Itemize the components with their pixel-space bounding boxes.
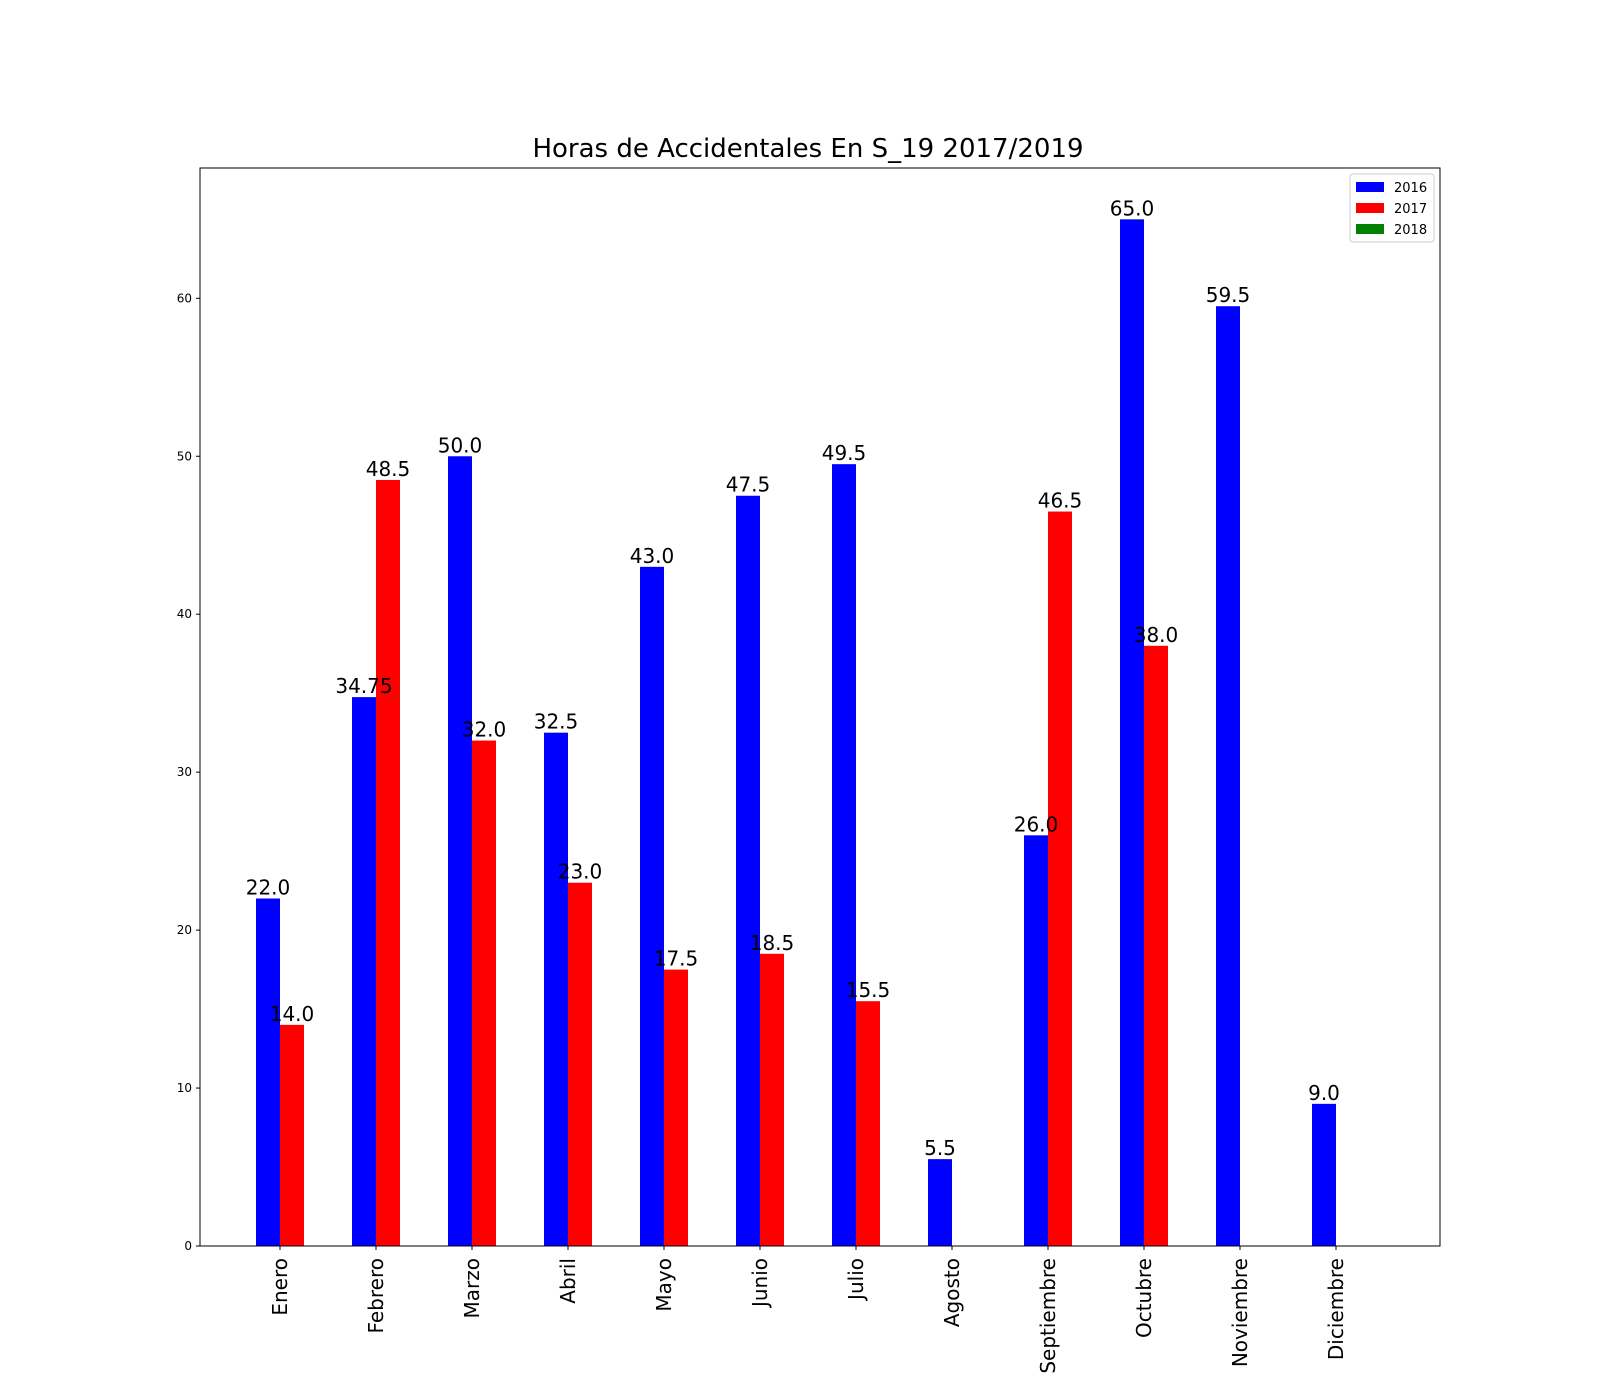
data-label-2016-marzo: 50.0 (438, 433, 483, 457)
x-tick-label-enero: Enero (268, 1258, 292, 1316)
data-label-2016-febrero: 34.75 (335, 674, 392, 698)
data-label-2016-abril: 32.5 (534, 710, 579, 734)
x-tick-label-agosto: Agosto (940, 1258, 964, 1327)
bar-2016-julio (832, 464, 856, 1247)
bar-2017-enero (280, 1024, 304, 1246)
x-tick-label-diciembre: Diciembre (1324, 1258, 1348, 1360)
bar-2016-enero (256, 898, 280, 1246)
bar-2017-abril (568, 882, 592, 1246)
x-tick-label-marzo: Marzo (460, 1258, 484, 1318)
x-tick-label-septiembre: Septiembre (1036, 1258, 1060, 1374)
bar-2017-marzo (472, 740, 496, 1246)
bar-2016-junio (736, 495, 760, 1246)
bar-2017-septiembre (1048, 511, 1072, 1246)
data-label-2017-enero: 14.0 (270, 1002, 315, 1026)
data-label-2017-abril: 23.0 (558, 860, 603, 884)
y-tick-label: 50 (177, 449, 192, 463)
data-label-2016-agosto: 5.5 (924, 1136, 956, 1160)
data-labels-group: 22.0 34.75 50.0 32.5 43.0 47.5 49.5 5.5 26.0 65.0… (246, 196, 1340, 1160)
data-label-2017-marzo: 32.0 (462, 718, 507, 742)
data-label-2016-mayo: 43.0 (630, 544, 675, 568)
data-label-2016-diciembre: 9.0 (1308, 1081, 1340, 1105)
y-tick-label: 20 (177, 923, 192, 937)
legend-swatch-2016 (1356, 182, 1384, 192)
data-label-2016-octubre: 65.0 (1110, 196, 1155, 220)
bar-2017-febrero (376, 479, 400, 1246)
y-tick-label: 0 (184, 1239, 192, 1253)
bar-2016-octubre (1120, 219, 1144, 1246)
x-tick-label-octubre: Octubre (1132, 1258, 1156, 1338)
data-label-2017-junio: 18.5 (750, 931, 795, 955)
bar-2016-abril (544, 732, 568, 1246)
bar-2016-diciembre (1312, 1103, 1336, 1246)
legend-swatch-2018 (1356, 224, 1384, 234)
data-label-2017-mayo: 17.5 (654, 947, 699, 971)
bar-2017-mayo (664, 969, 688, 1246)
bar-2016-marzo (448, 456, 472, 1246)
plot-frame (199, 167, 1441, 1247)
legend-label-2018: 2018 (1394, 223, 1427, 238)
data-label-2017-julio: 15.5 (846, 978, 891, 1002)
bar-2016-febrero (352, 697, 376, 1246)
bar-2016-noviembre (1216, 306, 1240, 1246)
y-tick-label: 10 (177, 1081, 192, 1095)
y-tick-label: 30 (177, 765, 192, 779)
x-axis: Enero Febrero Marzo Abril Mayo Junio Julio Agos… (268, 1246, 1348, 1374)
data-label-2016-septiembre: 26.0 (1014, 812, 1059, 836)
bar-2017-julio (856, 1001, 880, 1246)
bar-2017-octubre (1144, 645, 1168, 1246)
bar-2016-agosto (928, 1159, 952, 1246)
bar-2016-mayo (640, 566, 664, 1246)
y-axis: 0 10 20 30 40 50 60 (177, 291, 200, 1253)
legend: 2016 2017 2018 (1349, 173, 1435, 243)
data-label-2016-enero: 22.0 (246, 876, 291, 900)
bar-2016-septiembre (1024, 835, 1048, 1246)
data-label-2017-septiembre: 46.5 (1038, 489, 1083, 513)
x-tick-label-mayo: Mayo (652, 1258, 676, 1312)
x-tick-label-julio: Julio (844, 1258, 868, 1302)
x-tick-label-febrero: Febrero (364, 1258, 388, 1334)
data-label-2016-julio: 49.5 (822, 441, 867, 465)
bars-group (256, 219, 1336, 1247)
x-tick-label-abril: Abril (556, 1258, 580, 1304)
legend-swatch-2017 (1356, 203, 1384, 213)
data-label-2016-junio: 47.5 (726, 473, 771, 497)
chart-title: Horas de Accidentales En S_19 2017/2019 (532, 134, 1083, 164)
data-label-2017-febrero: 48.5 (366, 457, 411, 481)
y-tick-label: 40 (177, 607, 192, 621)
data-label-2016-noviembre: 59.5 (1206, 283, 1251, 307)
legend-label-2016: 2016 (1394, 181, 1427, 196)
x-tick-label-junio: Junio (748, 1258, 772, 1309)
legend-label-2017: 2017 (1394, 202, 1427, 217)
x-tick-label-noviembre: Noviembre (1228, 1258, 1252, 1367)
data-label-2017-octubre: 38.0 (1134, 623, 1179, 647)
y-tick-label: 60 (177, 291, 192, 305)
bar-2017-junio (760, 953, 784, 1246)
